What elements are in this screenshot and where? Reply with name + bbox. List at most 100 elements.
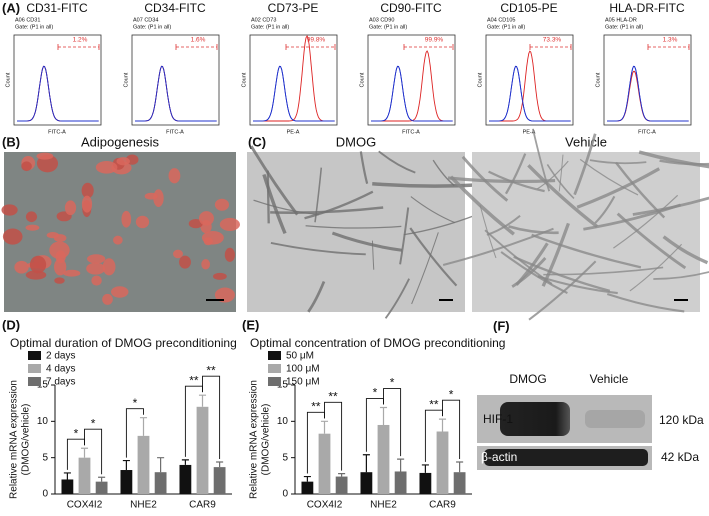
legend-label: 50 μM xyxy=(286,351,314,362)
cell xyxy=(508,225,559,235)
lipid-cell xyxy=(91,275,102,286)
lipid-cell xyxy=(179,255,191,269)
x-axis-label: PE-A xyxy=(523,129,536,135)
cell xyxy=(432,159,455,187)
cell xyxy=(359,151,369,184)
y-tick-label: 15 xyxy=(37,380,49,391)
legend-label: 150 μM xyxy=(286,377,320,388)
y-tick-label: 10 xyxy=(37,416,49,427)
lipid-cell xyxy=(188,219,203,229)
y-axis-label: Count xyxy=(359,72,365,87)
band xyxy=(484,449,648,466)
histogram-curve xyxy=(253,65,335,122)
significance-label: ** xyxy=(206,363,216,377)
cell xyxy=(384,278,410,319)
x-axis-label: PE-A xyxy=(287,129,300,135)
gate-percent: 1.2% xyxy=(73,37,88,44)
cell xyxy=(249,145,299,216)
error-bar xyxy=(216,461,224,468)
legend-swatch xyxy=(28,364,41,373)
gate-percent: 99.8% xyxy=(307,37,326,44)
cell xyxy=(653,271,709,280)
cell xyxy=(409,227,458,287)
cell xyxy=(594,195,616,224)
plot-frame xyxy=(13,34,102,126)
histogram-curve xyxy=(607,70,689,122)
lipid-cell xyxy=(36,152,54,160)
cell xyxy=(606,293,685,313)
lipid-cell xyxy=(198,211,214,226)
cell xyxy=(573,133,597,196)
legend-label: 4 days xyxy=(46,364,75,375)
legend-swatch xyxy=(268,364,281,373)
histogram-curve xyxy=(489,65,571,122)
panel-label: (E) xyxy=(242,317,259,332)
cell xyxy=(527,164,599,228)
x-tick-label: CAR9 xyxy=(429,500,456,511)
cell xyxy=(638,150,709,169)
legend-swatch xyxy=(268,351,281,360)
lipid-cell xyxy=(25,224,40,231)
cell xyxy=(613,194,679,249)
panel-label: (D) xyxy=(2,317,20,332)
significance-label: ** xyxy=(189,373,199,387)
sample-name: A02 CD73 xyxy=(251,17,276,23)
significance-label: * xyxy=(91,416,96,430)
cell xyxy=(461,155,509,202)
plot-frame xyxy=(249,34,338,126)
y-axis-label: Relative mRNA expression xyxy=(9,380,20,499)
legend-swatch xyxy=(28,377,41,386)
plot-frame xyxy=(485,34,574,126)
error-bar xyxy=(63,472,71,480)
panel-label: (F) xyxy=(493,318,510,333)
histogram-title: CD31-FITC xyxy=(26,1,88,15)
sample-name: A03 CD90 xyxy=(369,17,394,23)
error-bar xyxy=(421,464,429,473)
significance-bracket xyxy=(442,399,461,460)
lipid-cell xyxy=(63,269,81,277)
y-tick-label: 0 xyxy=(42,489,48,500)
y-axis-label: (DMOG/vehicle) xyxy=(261,404,272,476)
cell xyxy=(371,240,375,270)
histogram-curve xyxy=(135,65,217,122)
cell xyxy=(558,154,564,192)
significance-label: * xyxy=(373,386,378,400)
legend-label: 2 days xyxy=(46,351,75,362)
y-axis-label: Count xyxy=(241,72,247,87)
significance-bracket xyxy=(324,401,343,471)
x-tick-label: COX4I2 xyxy=(307,500,343,511)
histogram-curve xyxy=(489,65,571,122)
legend-label: 100 μM xyxy=(286,364,320,375)
sample-name: A05 HLA-DR xyxy=(605,17,637,23)
error-bar xyxy=(320,420,329,434)
lipid-cell xyxy=(95,160,118,174)
error-bar xyxy=(181,459,189,465)
band-size: 120 kDa xyxy=(659,413,704,427)
x-axis-label: FITC-A xyxy=(638,129,656,135)
image-title: Adipogenesis xyxy=(81,134,160,149)
cell xyxy=(511,257,547,288)
significance-label: ** xyxy=(429,397,439,411)
plot-frame xyxy=(603,34,692,126)
histogram-curve xyxy=(371,65,453,122)
y-tick-label: 15 xyxy=(277,380,289,391)
error-bar xyxy=(198,394,207,407)
y-tick-label: 10 xyxy=(277,416,289,427)
lipid-cell xyxy=(153,189,164,208)
y-tick-label: 5 xyxy=(282,452,288,463)
bar xyxy=(137,435,150,494)
chart-title: Optimal concentration of DMOG preconditi… xyxy=(250,336,505,350)
significance-label: * xyxy=(390,376,395,390)
lipid-cell xyxy=(203,237,213,246)
cell xyxy=(541,222,570,287)
x-tick-label: NHE2 xyxy=(370,500,397,511)
legend-swatch xyxy=(28,351,41,360)
significance-bracket xyxy=(84,428,103,475)
bar xyxy=(419,472,432,494)
bar xyxy=(196,406,209,494)
cell xyxy=(411,232,439,305)
histogram-title: CD34-FITC xyxy=(144,1,206,15)
band-size: 42 kDa xyxy=(661,450,699,464)
significance-label: * xyxy=(449,387,454,401)
cell xyxy=(504,153,527,195)
